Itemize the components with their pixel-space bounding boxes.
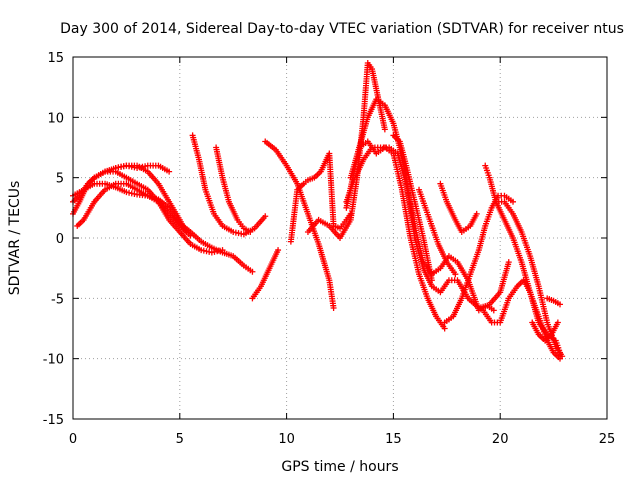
data-point [452, 271, 459, 278]
series-arc-8 [249, 247, 282, 302]
y-tick-label: 10 [47, 111, 64, 126]
data-point [505, 259, 512, 266]
series-arc-5 [112, 162, 173, 175]
data-point [381, 126, 388, 133]
series-arc-22 [529, 319, 561, 344]
x-tick-label: 15 [385, 432, 402, 447]
data-point [275, 247, 282, 254]
y-tick-label: -10 [43, 353, 64, 368]
y-tick-label: 0 [56, 232, 64, 247]
x-tick-label: 20 [492, 432, 509, 447]
series-arc-4 [70, 180, 256, 275]
series-arc-2 [70, 162, 190, 235]
grid [73, 57, 607, 419]
x-tick-label: 0 [69, 432, 77, 447]
data-point [247, 228, 254, 235]
data-point [490, 307, 497, 314]
data-point [330, 304, 337, 311]
series-arc-15 [390, 132, 435, 284]
series-arc-23 [544, 295, 564, 308]
data-point [510, 198, 517, 205]
series-arc-6 [189, 132, 269, 238]
series-arc-16 [416, 186, 459, 278]
x-tick-label: 25 [599, 432, 616, 447]
data-point [166, 168, 173, 175]
data-point [557, 301, 564, 308]
x-tick-label: 10 [278, 432, 295, 447]
chart-title: Day 300 of 2014, Sidereal Day-to-day VTE… [60, 21, 624, 37]
series-arc-9 [262, 138, 337, 311]
y-axis-label: SDTVAR / TECUs [7, 181, 23, 296]
series-arc-14 [347, 138, 448, 332]
x-tick-label: 5 [176, 432, 184, 447]
y-tick-label: -5 [51, 292, 64, 307]
data-point [428, 277, 435, 284]
series-arc-20 [492, 198, 566, 360]
x-axis-label: GPS time / hours [281, 459, 398, 475]
data-point [473, 210, 480, 217]
series-arc-18 [441, 192, 517, 326]
axis-ticks: 0 5 10 15 20 25 -15 -10 -5 0 5 10 15 [43, 51, 616, 447]
data-marks [70, 60, 566, 362]
y-tick-label: 15 [47, 51, 64, 66]
data-point [262, 213, 269, 220]
data-point [554, 319, 561, 326]
data-point [441, 325, 448, 332]
y-tick-label: -15 [43, 413, 64, 428]
data-point [557, 355, 564, 362]
series-arc-7 [213, 144, 254, 235]
series-arc-21 [480, 277, 564, 362]
series-arc-17 [437, 180, 480, 235]
series-arc-10 [287, 150, 354, 245]
data-point [249, 268, 256, 275]
y-tick-label: 5 [56, 172, 64, 187]
